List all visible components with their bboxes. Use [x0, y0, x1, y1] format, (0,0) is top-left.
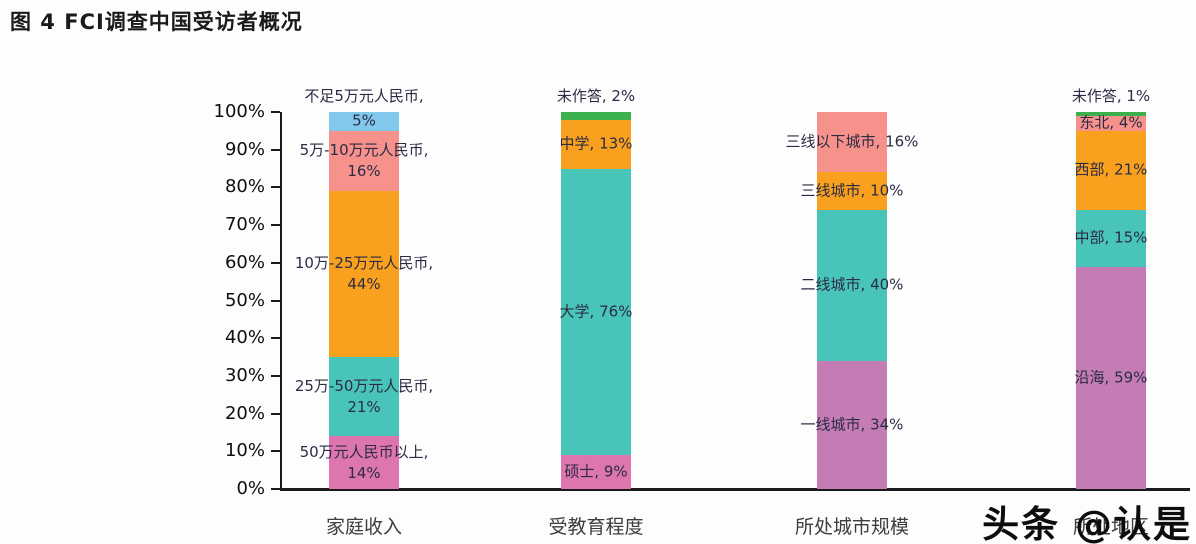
y-axis-tick — [271, 337, 280, 340]
segment-label: 三线以下城市, 16% — [785, 132, 919, 151]
chart-title: 图 4 FCI调查中国受访者概况 — [10, 10, 303, 34]
y-axis-tick — [271, 224, 280, 227]
y-axis-tick — [271, 148, 280, 151]
x-axis-category-label: 所处城市规模 — [794, 516, 910, 538]
y-axis-tick-label: 80% — [224, 176, 265, 198]
bar-segment — [1076, 112, 1146, 116]
segment-label: 三线城市, 10% — [800, 181, 904, 200]
y-axis-tick-label: 10% — [224, 440, 265, 462]
segment-value-label: 5% — [352, 111, 376, 130]
segment-label: 大学, 76% — [559, 302, 633, 321]
y-axis-tick — [271, 261, 280, 264]
bar-segment — [561, 168, 631, 456]
bar-segment — [1076, 266, 1146, 489]
x-axis-line — [280, 488, 1190, 491]
bar-segment — [329, 191, 399, 358]
y-axis-tick — [271, 299, 280, 302]
segment-label: 硕士, 9% — [564, 462, 628, 481]
segment-label: 10万-25万元人民币, 44% — [294, 254, 434, 294]
y-axis-tick — [271, 488, 280, 490]
y-axis-tick-label: 20% — [224, 402, 265, 424]
bar-segment — [817, 360, 887, 489]
x-axis-category-label: 受教育程度 — [548, 516, 644, 538]
bar-segment — [817, 172, 887, 210]
segment-label: 未作答, 1% — [1071, 87, 1151, 105]
segment-label: 5万-10万元人民币, 16% — [299, 141, 429, 180]
segment-label: 不足5万元人民币, — [304, 87, 424, 105]
bar-segment — [1076, 130, 1146, 210]
segment-label: 东北, 4% — [1079, 113, 1143, 132]
y-axis-tick-label: 50% — [224, 289, 265, 311]
segment-label: 未作答, 2% — [556, 87, 636, 105]
segment-label: 西部, 21% — [1074, 160, 1148, 179]
y-axis-tick-label: 0% — [236, 478, 265, 499]
bar-segment — [561, 455, 631, 489]
y-axis-tick — [271, 412, 280, 415]
bar-segment — [1076, 115, 1146, 131]
y-axis-tick-label: 70% — [224, 214, 265, 236]
x-axis-category-label: 所处地区 — [1072, 516, 1150, 538]
segment-label: 中部, 15% — [1074, 228, 1148, 247]
bar-segment — [1076, 210, 1146, 267]
bar-segment — [329, 436, 399, 489]
bar-segment — [329, 130, 399, 192]
segment-label: 沿海, 59% — [1074, 368, 1148, 387]
y-axis-tick-label: 30% — [224, 364, 265, 386]
y-axis-tick-label: 100% — [213, 101, 265, 122]
bar-segment — [817, 210, 887, 361]
segment-label: 一线城市, 34% — [800, 415, 904, 434]
y-axis-tick — [271, 374, 280, 377]
x-axis-category-label: 家庭收入 — [325, 516, 403, 538]
bar-segment — [329, 357, 399, 437]
y-axis-tick-label: 60% — [224, 251, 265, 273]
watermark: 头条 @认是 — [982, 503, 1192, 544]
y-axis-tick-label: 40% — [224, 327, 265, 349]
segment-label: 50万元人民币以上, 14% — [299, 442, 429, 482]
segment-label: 25万-50万元人民币, 21% — [294, 376, 434, 416]
bar-segment — [329, 112, 399, 131]
y-axis-tick-label: 90% — [224, 138, 265, 160]
segment-label: 二线城市, 40% — [800, 275, 904, 294]
y-axis-tick — [271, 450, 280, 453]
segment-label: 中学, 13% — [559, 134, 633, 153]
bar-segment — [561, 112, 631, 120]
bar-segment — [817, 112, 887, 173]
bar-segment — [561, 119, 631, 169]
y-axis-tick — [271, 111, 280, 113]
y-axis-tick — [271, 186, 280, 189]
y-axis-line — [280, 112, 282, 491]
